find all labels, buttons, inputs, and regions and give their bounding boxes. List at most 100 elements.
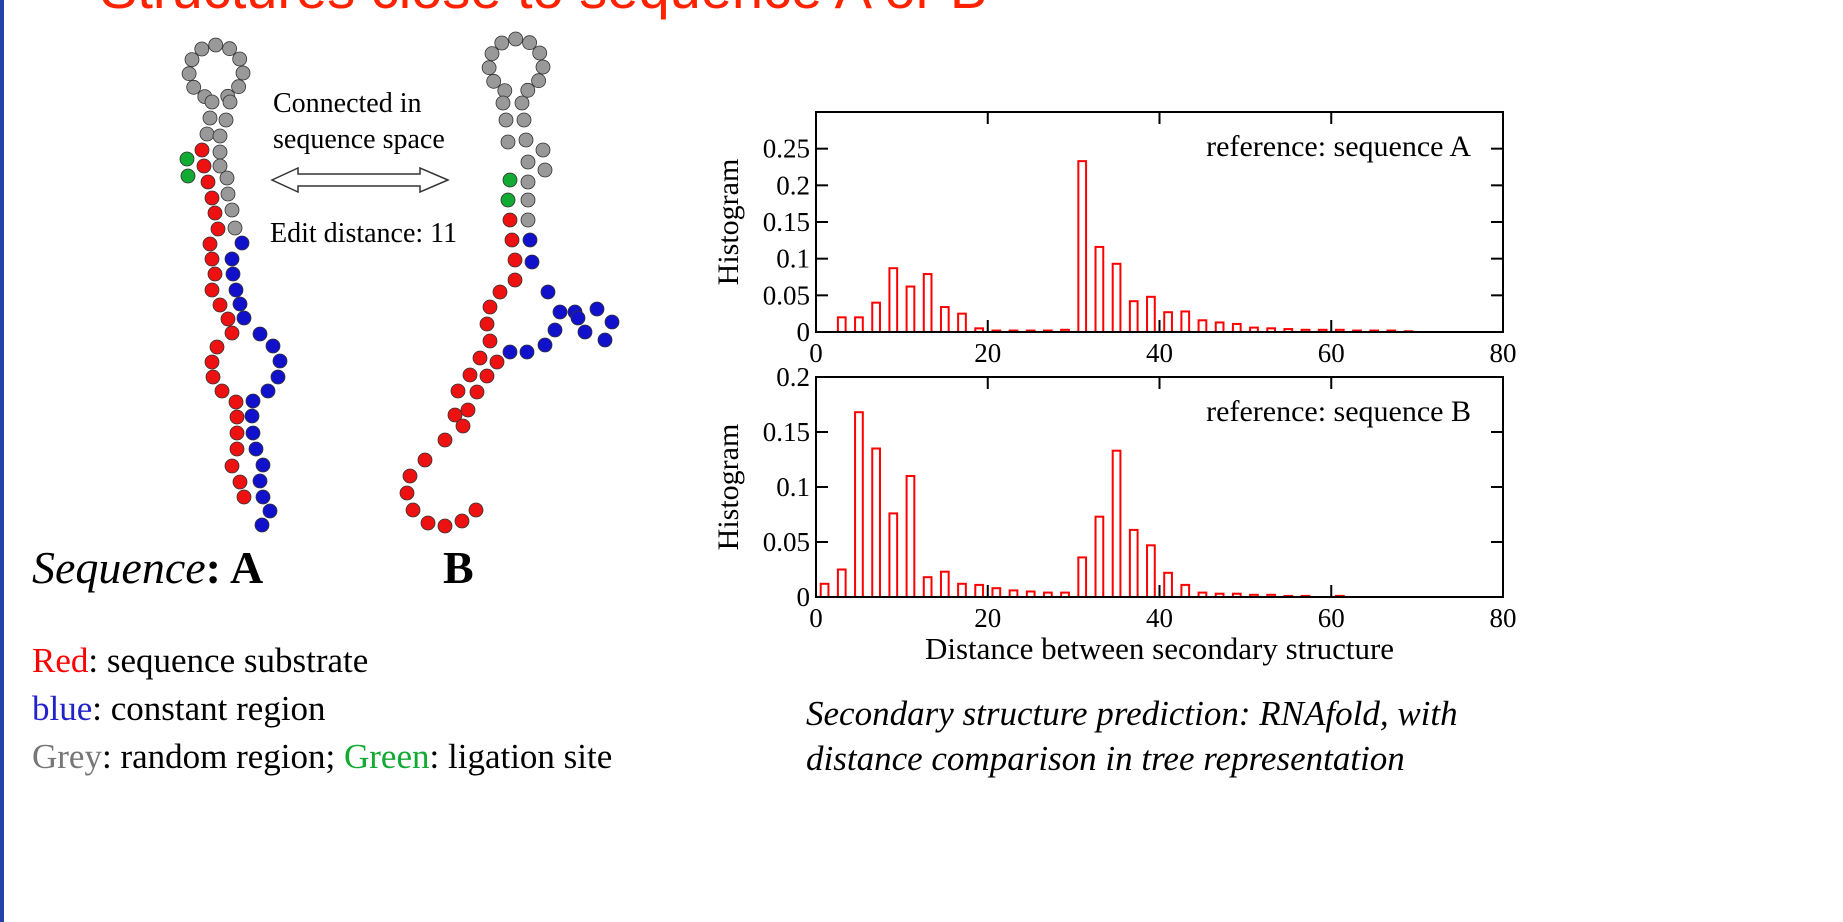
- bar: [1111, 262, 1122, 333]
- nucleotide: [202, 110, 218, 126]
- nucleotide: [479, 316, 495, 332]
- x-tick-label: 80: [1490, 338, 1517, 368]
- nucleotide: [194, 142, 210, 158]
- nucleotide: [220, 186, 236, 202]
- bar: [922, 576, 933, 599]
- nucleotide: [516, 112, 532, 128]
- nucleotide: [228, 282, 244, 298]
- double-arrow: [270, 166, 450, 194]
- bar: [939, 570, 950, 599]
- bar: [905, 475, 916, 598]
- bar: [1146, 295, 1156, 333]
- bar: [871, 301, 881, 333]
- y-axis-label: Histogram: [712, 424, 745, 551]
- nucleotide: [518, 132, 534, 148]
- bar: [1180, 583, 1191, 599]
- nucleotide: [234, 235, 250, 251]
- nucleotide: [222, 41, 238, 57]
- nucleotide: [597, 332, 613, 348]
- nucleotide: [255, 457, 271, 473]
- y-tick-label: 0.1: [776, 472, 810, 502]
- nucleotide: [460, 402, 476, 418]
- nucleotide: [204, 190, 220, 206]
- bar: [1180, 310, 1191, 334]
- nucleotide: [204, 354, 220, 370]
- annotation: reference: sequence B: [1206, 395, 1471, 428]
- nucleotide: [222, 94, 238, 110]
- x-tick-label: 20: [974, 338, 1001, 368]
- nucleotide: [472, 350, 488, 366]
- x-tick-label: 60: [1318, 338, 1345, 368]
- bar: [957, 312, 967, 333]
- x-tick-label: 0: [809, 338, 823, 368]
- nucleotide: [204, 251, 220, 267]
- slide-title: Structures close to sequence A or B: [100, 0, 987, 20]
- legend-line: blue: constant region: [32, 689, 326, 728]
- nucleotide: [531, 73, 546, 89]
- nucleotide: [208, 37, 224, 53]
- nucleotide: [232, 51, 248, 67]
- bar: [1077, 160, 1088, 333]
- legend-key: Red: [32, 641, 89, 680]
- histogram-chart: 0 0.05 0.1 0.15 0.2 0 20 40 60 80 Histogram referen…: [712, 362, 1517, 666]
- nucleotide: [420, 515, 436, 531]
- x-axis-label: Distance between secondary structure: [925, 631, 1394, 666]
- nucleotide: [522, 35, 537, 51]
- nucleotide: [218, 112, 234, 128]
- bar: [991, 587, 1002, 599]
- y-tick-label: 0.15: [763, 417, 810, 447]
- caption: distance comparison in tree representati…: [806, 739, 1405, 778]
- nucleotide: [540, 284, 556, 300]
- nucleotide: [498, 112, 514, 128]
- x-tick-label: 80: [1490, 603, 1517, 633]
- bar: [1214, 321, 1225, 334]
- nucleotide: [502, 212, 518, 228]
- nucleotide: [532, 45, 548, 61]
- nucleotide: [194, 41, 210, 57]
- nucleotide: [494, 35, 510, 51]
- bar: [939, 306, 950, 334]
- sequence-word: Sequence: [32, 542, 206, 593]
- nucleotide: [205, 369, 221, 385]
- x-tick-label: 60: [1318, 603, 1345, 633]
- nucleotide: [520, 154, 536, 170]
- nucleotide: [232, 296, 248, 312]
- bar: [1111, 449, 1122, 599]
- bar: [836, 316, 847, 334]
- nucleotide: [455, 418, 471, 434]
- bar: [888, 512, 899, 599]
- nucleotide: [212, 128, 228, 144]
- nucleotide: [524, 254, 540, 270]
- nucleotide: [577, 324, 593, 340]
- nucleotide: [224, 202, 240, 218]
- nucleotide: [248, 441, 264, 457]
- nucleotide: [547, 322, 563, 338]
- bar: [1197, 319, 1208, 333]
- nucleotide: [224, 325, 240, 341]
- y-tick-label: 0: [797, 582, 811, 612]
- nucleotide: [479, 368, 495, 384]
- nucleotide: [232, 474, 248, 490]
- nucleotide: [495, 95, 511, 111]
- nucleotide: [514, 95, 530, 111]
- y-tick-label: 0.05: [763, 527, 810, 557]
- nucleotide: [604, 314, 620, 330]
- nucleotide: [402, 468, 418, 484]
- nucleotide: [184, 52, 200, 67]
- annotation: reference: sequence A: [1206, 130, 1471, 163]
- nucleotide: [502, 172, 518, 188]
- bar: [957, 582, 967, 598]
- nucleotide: [469, 384, 485, 400]
- nucleotide: [507, 272, 523, 288]
- bar: [974, 583, 985, 599]
- nucleotide: [486, 73, 502, 89]
- nucleotide: [437, 432, 453, 448]
- nucleotide: [207, 266, 223, 282]
- nucleotide: [500, 192, 516, 208]
- nucleotide: [236, 310, 252, 326]
- nucleotide: [212, 158, 228, 174]
- nucleotide: [437, 518, 453, 534]
- nucleotide: [252, 473, 268, 489]
- nucleotide: [229, 425, 245, 441]
